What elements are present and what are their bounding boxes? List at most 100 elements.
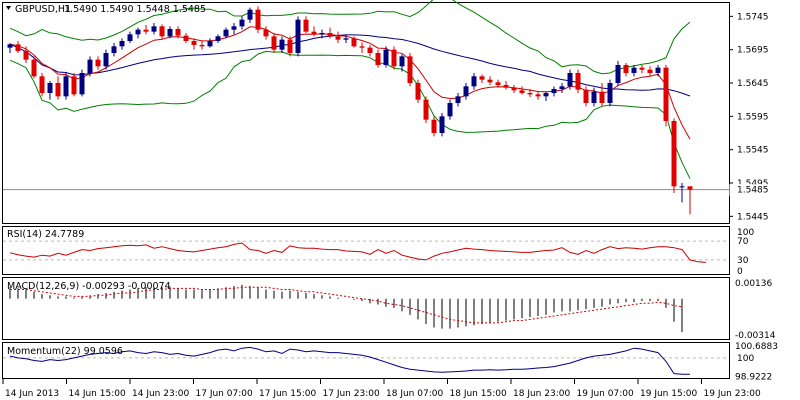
candle [183, 33, 189, 43]
candle-body [367, 47, 373, 53]
candle [71, 73, 77, 97]
candle-body [623, 65, 629, 73]
candle [247, 7, 253, 23]
candle [319, 29, 325, 39]
rsi-level-label: 70 [737, 237, 749, 247]
candle [231, 23, 237, 35]
collapse-triangle-icon[interactable] [6, 6, 11, 10]
candle [583, 86, 589, 107]
candle [423, 96, 429, 123]
candle-body [175, 29, 181, 36]
time-tick-label: 17 Jun 23:00 [323, 389, 380, 399]
price-pane-border [2, 2, 730, 224]
candle-body [495, 82, 501, 85]
ohlc-readout: 1.5490 1.5490 1.5448 1.5485 [64, 4, 206, 15]
macd-pane: 0.00136 -0.00314 [9, 279, 776, 341]
time-tick-label: 14 Jun 23:00 [132, 389, 189, 399]
candle-body [655, 67, 661, 73]
time-tick-label: 19 Jun 23:00 [704, 389, 761, 399]
candle-body [79, 73, 85, 95]
candle [47, 81, 53, 100]
candle-body [15, 44, 21, 51]
candle-body [231, 26, 237, 30]
time-axis: 14 Jun 2013 14 Jun 15:00 14 Jun 23:00 17 Ju… [2, 379, 761, 399]
candle [327, 27, 333, 39]
candle [615, 61, 621, 87]
time-tick-label: 14 Jun 15:00 [69, 389, 126, 399]
candle [303, 16, 309, 33]
time-tick-label: 14 Jun 2013 [5, 389, 59, 399]
price-pane [3, 0, 729, 215]
candle-body [103, 53, 109, 67]
macd-tick-label: 0.00136 [735, 279, 772, 289]
candle-body [479, 76, 485, 80]
chart-title: GBPUSD,H1 [15, 4, 71, 15]
candle-body [143, 29, 149, 32]
candle-body [383, 49, 389, 65]
candle-body [119, 41, 125, 47]
candle-body [551, 89, 557, 93]
candle [655, 65, 661, 77]
candle-body [599, 91, 605, 103]
candle-body [55, 83, 61, 97]
candle [607, 79, 613, 107]
price-axis: 1.57451.56951.56451.55951.55451.54951.54… [729, 12, 775, 222]
candle [207, 38, 213, 48]
candle-body [279, 39, 285, 50]
candle [439, 113, 445, 137]
candle-body [407, 56, 413, 83]
candle [87, 56, 93, 77]
candle [15, 41, 21, 53]
candle [199, 41, 205, 50]
current-price-box [729, 184, 775, 197]
pane-borders [2, 2, 730, 379]
candle-body [95, 59, 101, 67]
candle-body [439, 116, 445, 133]
candle-body [183, 35, 189, 41]
candle-body [295, 19, 301, 54]
candle-body [567, 73, 573, 87]
candle [487, 76, 493, 85]
time-tick-label: 18 Jun 23:00 [513, 389, 570, 399]
candle-body [303, 19, 309, 32]
candle [295, 16, 301, 57]
candle [159, 24, 165, 40]
candle [271, 33, 277, 53]
candle-body [239, 19, 245, 27]
candle [103, 49, 109, 70]
candle-body [639, 67, 645, 70]
candle-body [351, 38, 357, 47]
candle [223, 27, 229, 39]
candle-body [63, 76, 69, 97]
candle-body [191, 41, 197, 45]
momentum-tick-label: 98.9222 [735, 373, 772, 383]
candle [431, 116, 437, 137]
time-tick-label: 17 Jun 07:00 [196, 389, 253, 399]
candle-body [431, 119, 437, 133]
candle-body [647, 69, 653, 73]
momentum-reference-label: 100 [737, 354, 754, 364]
price-tick-label: 1.5495 [737, 179, 769, 189]
candle-body [679, 186, 685, 188]
candle [287, 36, 293, 57]
candle [407, 53, 413, 87]
candle [679, 183, 685, 203]
candle-body [399, 56, 405, 67]
candle-body [311, 31, 317, 35]
momentum-tick-label: 100.6883 [735, 342, 778, 352]
candle [479, 74, 485, 83]
candle-body [519, 90, 525, 93]
bollinger-lower-band [9, 50, 691, 179]
candle-body [607, 83, 613, 103]
candle [663, 65, 669, 127]
candle-body [255, 9, 261, 30]
candle [119, 38, 125, 50]
candle [551, 86, 557, 97]
candle [31, 56, 37, 79]
candle-body [47, 83, 53, 93]
candle-body [423, 99, 429, 120]
candle [631, 65, 637, 77]
candle [575, 69, 581, 93]
candle-body [687, 186, 693, 190]
